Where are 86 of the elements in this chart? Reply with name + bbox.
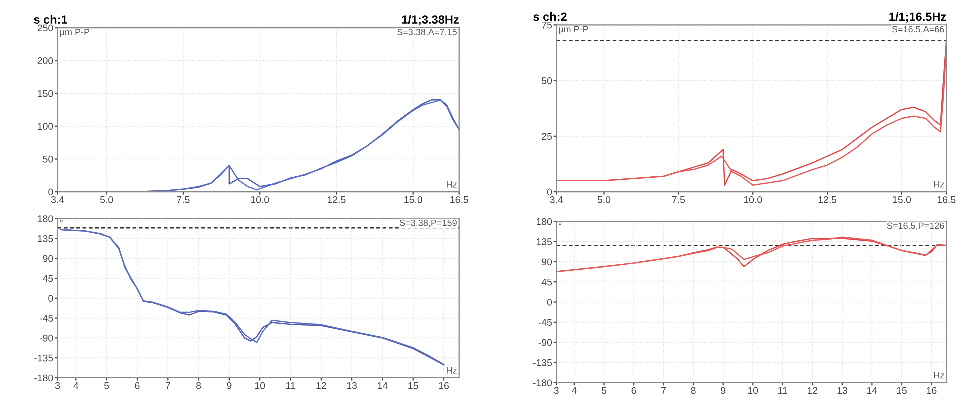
x-tick-label: 10	[748, 387, 758, 394]
y-tick-label: -135	[34, 354, 54, 362]
chart-title: s ch:1	[34, 15, 68, 24]
x-tick-label: 14	[378, 382, 388, 390]
x-tick-label: 7.5	[672, 196, 686, 204]
annotation: S=16.5,A=66	[892, 26, 944, 34]
x-tick-label: 6	[632, 387, 636, 394]
annotation: S=16.5,P=126	[887, 222, 944, 230]
x-tick-label: 13	[838, 387, 848, 394]
x-tick-label: 7	[166, 382, 170, 390]
y-axis-title: °	[60, 220, 63, 222]
y-tick-label: 0	[48, 188, 54, 196]
y-tick-label: -90	[538, 339, 552, 346]
y-tick-label: 0	[547, 188, 552, 196]
y-tick-label: -180	[34, 374, 54, 382]
y-tick-label: 45	[43, 275, 54, 282]
y-tick-label: -45	[40, 315, 54, 322]
x-tick-label: 15	[408, 382, 418, 390]
x-tick-label: 3.4	[51, 196, 64, 204]
y-tick-label: -45	[538, 319, 552, 326]
x-tick-label: 13	[347, 382, 358, 390]
x-tick-label: 16	[927, 387, 937, 394]
x-tick-label: 3.4	[550, 196, 564, 204]
x-tick-label: 9	[721, 387, 726, 394]
x-tick-label: 9	[227, 382, 232, 390]
x-axis-title: Hz	[447, 181, 457, 188]
y-tick-label: 135	[536, 238, 552, 246]
y-tick-label: 0	[48, 295, 54, 302]
y-tick-label: 45	[542, 278, 552, 286]
y-tick-label: 180	[536, 218, 552, 226]
y-tick-label: 90	[542, 258, 552, 266]
x-tick-label: 16.5	[450, 196, 468, 204]
y-tick-label: 180	[38, 216, 54, 222]
x-tick-label: 8	[691, 387, 696, 394]
y-axis-title: µm P-P	[559, 26, 588, 34]
x-tick-label: 5	[104, 382, 110, 390]
x-tick-label: 15.0	[893, 196, 912, 204]
chart-title: s ch:2	[534, 12, 567, 22]
x-tick-label: 10.0	[251, 196, 270, 204]
x-tick-label: 14	[868, 387, 878, 394]
y-axis-title: µm P-P	[60, 29, 90, 38]
x-tick-label: 10	[255, 382, 266, 390]
x-axis-title: Hz	[447, 368, 457, 374]
x-tick-label: 15	[897, 387, 907, 394]
y-tick-label: 50	[542, 78, 552, 84]
x-tick-label: 11	[286, 382, 296, 390]
x-tick-label: 5.0	[100, 196, 114, 204]
y-tick-label: 150	[38, 90, 54, 98]
y-tick-label: 135	[38, 235, 54, 242]
x-tick-label: 8	[196, 382, 202, 390]
y-tick-label: -135	[533, 359, 552, 366]
x-tick-label: 7.5	[177, 196, 190, 204]
y-tick-label: 200	[38, 58, 54, 64]
x-tick-label: 16	[439, 382, 450, 390]
y-tick-label: -90	[40, 334, 54, 342]
x-tick-label: 3	[554, 387, 559, 394]
chart-subtitle: 1/1;3.38Hz	[402, 15, 459, 26]
x-tick-label: 11	[778, 387, 788, 394]
x-tick-label: 6	[135, 382, 140, 390]
chart-subtitle: 1/1;16.5Hz	[890, 12, 946, 23]
y-tick-label: 75	[542, 22, 552, 29]
y-tick-label: 100	[38, 123, 54, 130]
x-tick-label: 4	[74, 382, 79, 390]
y-tick-label: 0	[547, 299, 552, 306]
y-tick-label: -180	[533, 380, 552, 386]
x-axis-title: Hz	[934, 181, 944, 188]
x-axis-title: Hz	[934, 372, 944, 379]
x-tick-label: 10.0	[744, 196, 762, 204]
x-tick-label: 4	[572, 387, 577, 394]
y-tick-label: 250	[38, 24, 54, 32]
x-tick-label: 5.0	[598, 196, 611, 204]
x-tick-label: 12.5	[328, 196, 346, 204]
x-tick-label: 12	[808, 387, 818, 394]
annotation: S=3.38,P=159	[400, 220, 457, 228]
annotation: S=3.38,A=7.15	[398, 29, 457, 37]
y-axis-title: °	[559, 222, 562, 226]
y-tick-label: 90	[43, 255, 54, 262]
x-tick-label: 5	[602, 387, 607, 394]
y-tick-label: 50	[43, 156, 54, 163]
x-tick-label: 12.5	[818, 196, 837, 204]
x-tick-label: 3	[55, 382, 60, 390]
x-tick-label: 15.0	[404, 196, 422, 204]
x-tick-label: 7	[662, 387, 666, 394]
y-tick-label: 25	[542, 133, 552, 140]
x-tick-label: 16.5	[938, 196, 956, 204]
x-tick-label: 12	[316, 382, 326, 390]
